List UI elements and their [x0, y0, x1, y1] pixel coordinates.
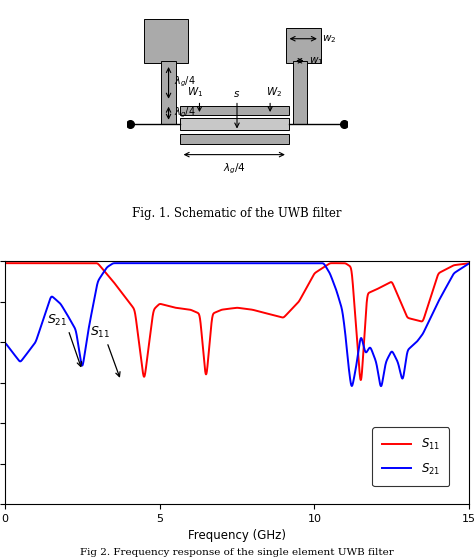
Legend: $S_{11}$, $S_{21}$: $S_{11}$, $S_{21}$ [373, 427, 449, 486]
$S_{21}$ [197, 260, 203, 267]
$S_{21}$ [114, 260, 120, 267]
Text: $S_{11}$: $S_{11}$ [90, 325, 110, 340]
$S_{11}$ [429, 290, 435, 296]
$S_{21}$ [201, 260, 207, 267]
$S_{21}$ [223, 260, 228, 267]
X-axis label: Frequency (GHz): Frequency (GHz) [188, 529, 286, 542]
Text: $W_2$: $W_2$ [266, 85, 283, 99]
Text: $s$: $s$ [233, 89, 241, 99]
$S_{21}$ [452, 269, 458, 276]
$S_{11}$ [452, 262, 458, 268]
Text: $\lambda_g/4$: $\lambda_g/4$ [223, 161, 246, 176]
Text: $W_1$: $W_1$ [187, 85, 203, 99]
Line: $S_{11}$: $S_{11}$ [5, 263, 469, 380]
Bar [180, 106, 289, 115]
Bar [161, 61, 176, 124]
$S_{21}$ [429, 311, 435, 318]
$S_{21}$ [378, 383, 384, 390]
Text: Fig 2. Frequency response of the single element UWB filter: Fig 2. Frequency response of the single … [80, 548, 394, 557]
$S_{11}$ [201, 352, 207, 359]
Text: $S_{21}$: $S_{21}$ [46, 313, 67, 328]
Text: $\lambda_g/4$: $\lambda_g/4$ [174, 105, 196, 120]
$S_{11}$ [197, 315, 203, 321]
$S_{11}$ [358, 377, 364, 384]
Bar [144, 19, 189, 63]
$S_{21}$ [339, 308, 345, 315]
$S_{21}$ [466, 260, 472, 267]
Text: $\lambda_g/4$: $\lambda_g/4$ [174, 74, 196, 89]
Bar [285, 27, 321, 63]
Bar [180, 118, 289, 130]
Line: $S_{21}$: $S_{21}$ [5, 263, 469, 386]
Text: $w_2$: $w_2$ [322, 33, 337, 45]
$S_{11}$ [2, 260, 8, 267]
Text: Fig. 1. Schematic of the UWB filter: Fig. 1. Schematic of the UWB filter [132, 207, 342, 220]
$S_{11}$ [466, 260, 472, 267]
$S_{11}$ [339, 260, 345, 267]
$S_{11}$ [223, 306, 228, 312]
Bar [180, 134, 289, 143]
Bar [293, 61, 307, 124]
Text: $w_1$: $w_1$ [309, 55, 323, 67]
$S_{21}$ [2, 339, 8, 346]
